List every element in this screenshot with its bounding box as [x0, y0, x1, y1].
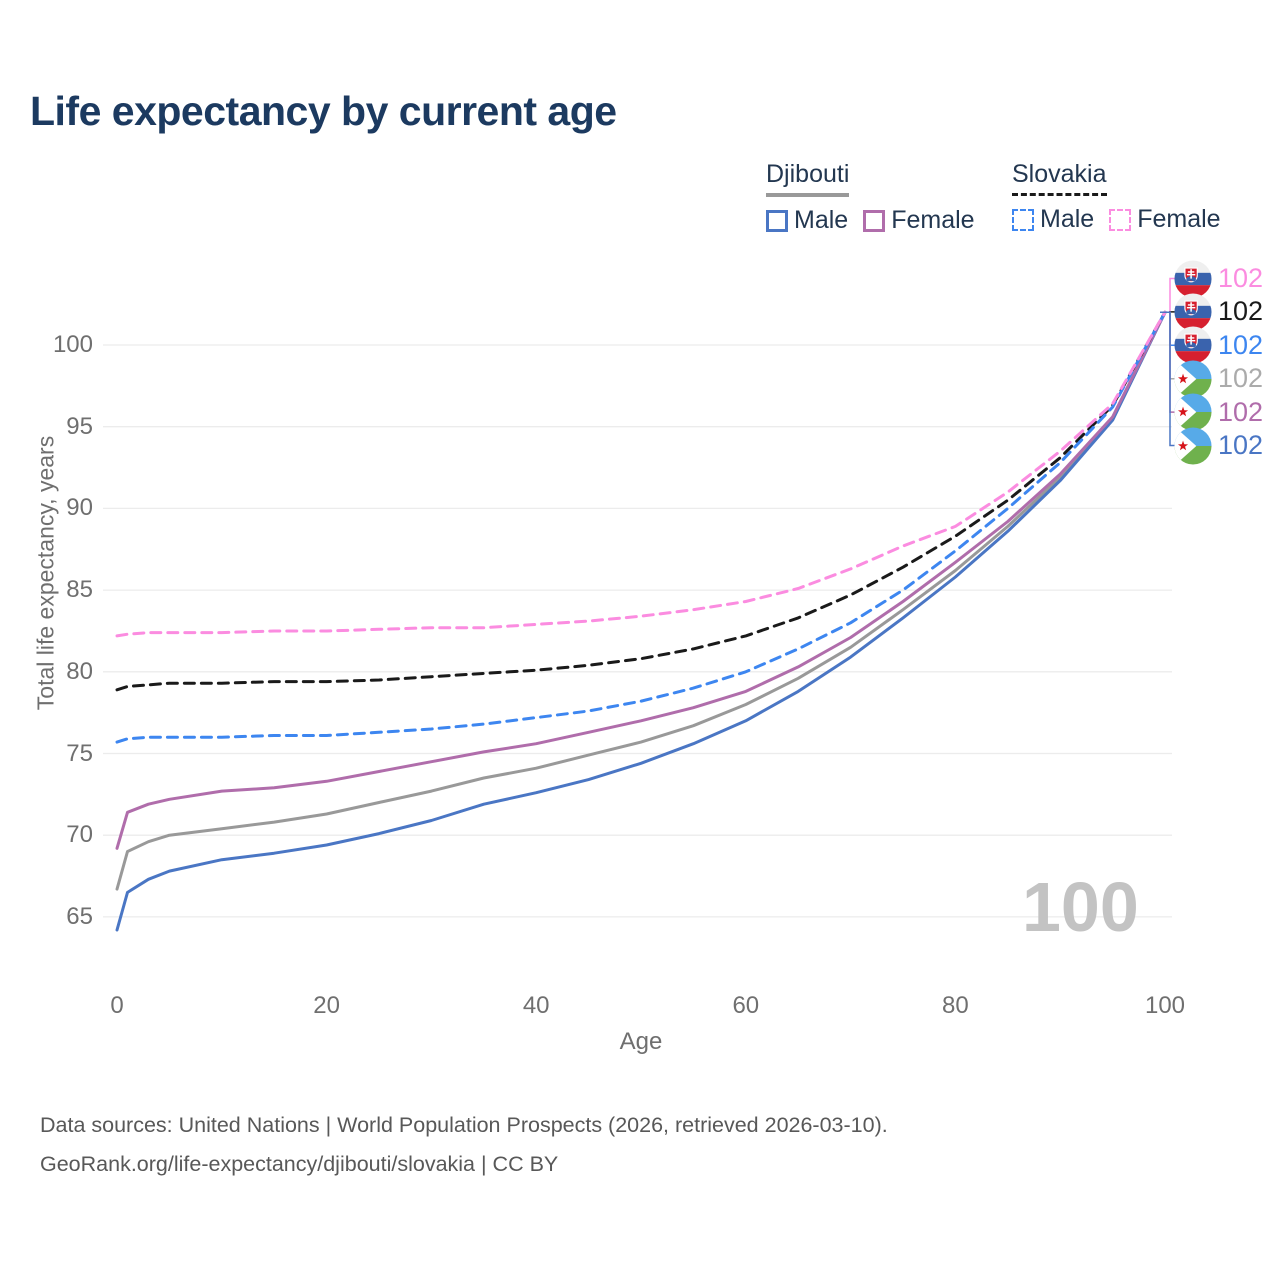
series-line-djibouti [115, 310, 1167, 891]
legend-group-djibouti: Djibouti Male Female [766, 160, 975, 235]
legend-item-djibouti-female[interactable]: Female [863, 206, 975, 235]
slovakia-flag-icon [1174, 293, 1212, 331]
slovakia-flag-icon [1174, 326, 1212, 364]
djibouti-flag-icon [1174, 426, 1212, 465]
y-tick-label: 70 [66, 821, 93, 849]
end-label-connector [1160, 311, 1177, 447]
end-label-value: 102 [1218, 363, 1264, 394]
series-line-slovakia-female [115, 310, 1167, 638]
slovakia-male-swatch-icon [1012, 208, 1034, 231]
djibouti-male-swatch-icon [766, 209, 788, 232]
legend-country-slovakia[interactable]: Slovakia [1012, 160, 1107, 196]
djibouti-flag-icon [1174, 393, 1212, 431]
legend-label-slovakia-female: Female [1137, 205, 1221, 233]
x-tick-label: 0 [110, 992, 124, 1019]
y-tick-label: 85 [66, 576, 93, 604]
attribution-text: GeoRank.org/life-expectancy/djibouti/slo… [40, 1152, 559, 1176]
end-label-slovakia-female: 102 [1174, 259, 1264, 298]
series-line-djibouti-female [115, 310, 1167, 850]
end-label-djibouti-male: 102 [1174, 426, 1264, 465]
y-tick-label: 65 [66, 902, 93, 930]
djibouti-female-swatch-icon [863, 209, 886, 232]
x-tick-label: 100 [1144, 992, 1186, 1019]
y-tick-label: 80 [66, 657, 93, 685]
chart-title: Life expectancy by current age [30, 88, 617, 134]
end-label-slovakia: 102 [1174, 293, 1263, 331]
y-tick-label: 100 [52, 331, 93, 358]
legend-item-slovakia-female[interactable]: Female [1109, 205, 1221, 234]
series-line-slovakia [115, 310, 1167, 692]
age-counter-watermark: 100 [1022, 868, 1139, 946]
legend-item-slovakia-male[interactable]: Male [1012, 205, 1094, 234]
y-tick-label: 75 [66, 739, 93, 767]
end-label-djibouti-female: 102 [1174, 393, 1263, 431]
x-tick-label: 80 [942, 992, 969, 1019]
end-label-value: 102 [1218, 263, 1264, 293]
legend-label-djibouti-female: Female [891, 206, 975, 234]
end-label-djibouti: 102 [1174, 360, 1263, 398]
legend-group-slovakia: Slovakia Male Female [1012, 160, 1221, 234]
x-tick-label: 40 [522, 992, 550, 1019]
legend-country-djibouti[interactable]: Djibouti [766, 160, 850, 197]
data-sources-text: Data sources: United Nations | World Pop… [40, 1113, 888, 1137]
y-tick-label: 95 [66, 412, 93, 440]
y-tick-label: 90 [66, 494, 93, 522]
end-label-value: 102 [1218, 296, 1264, 327]
legend-label-slovakia-male: Male [1040, 205, 1095, 233]
end-label-value: 102 [1218, 396, 1264, 427]
x-tick-label: 20 [313, 992, 340, 1019]
end-label-slovakia-male: 102 [1174, 326, 1263, 364]
legend-item-djibouti-male[interactable]: Male [766, 206, 848, 235]
series-line-djibouti-male [115, 310, 1167, 932]
x-axis-title: Age [619, 1028, 663, 1055]
legend-label-djibouti-male: Male [794, 206, 849, 234]
series-line-slovakia-male [115, 310, 1167, 744]
end-label-value: 102 [1218, 329, 1264, 360]
djibouti-flag-icon [1174, 360, 1212, 398]
slovakia-female-swatch-icon [1109, 208, 1132, 231]
chart-footer: Data sources: United Nations | World Pop… [40, 1106, 888, 1184]
x-tick-label: 60 [732, 992, 760, 1019]
slovakia-flag-icon [1174, 259, 1212, 298]
end-label-value: 102 [1218, 430, 1264, 460]
